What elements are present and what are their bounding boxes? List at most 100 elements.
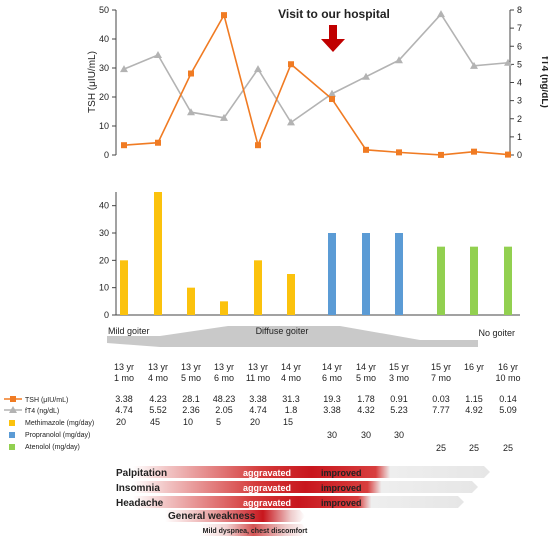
symptom-timeline: Palpitation aggravated improved Insomnia… [116,466,490,536]
insomnia-label: Insomnia [116,483,160,494]
insomnia-aggravated: aggravated [243,483,291,493]
methimazole-bar [287,274,295,315]
column-header-age: 13 yr [214,362,234,372]
symptom-headache: Headache aggravated improved [116,496,464,509]
ft4-point [287,118,295,126]
ft4-point [395,56,403,64]
column-header-month: 7 mo [431,373,451,383]
weakness-bar [165,510,305,522]
atenolol-swatch-icon [9,444,15,450]
ft4-point [470,61,478,69]
bar-y-axis-ticks: 0 10 20 30 40 [99,201,116,320]
palpitation-aggravated: aggravated [243,468,291,478]
methimazole-cell: 20 [116,417,126,427]
legend-methimazole: Methimazole (mg/day) [9,420,94,427]
ft4-cell: 2.36 [182,405,200,415]
left-tick-label: 50 [99,5,109,15]
methimazole-cell: 5 [216,417,221,427]
right-tick-label: 2 [517,114,522,124]
tsh-cell: 3.38 [115,394,133,404]
atenolol-cell: 25 [469,443,479,453]
methimazole-bar [187,287,195,315]
ft4-cell: 7.77 [432,405,450,415]
goiter-label-mild: Mild goiter [108,326,150,336]
column-header-age: 14 yr [322,362,342,372]
atenolol-bar [437,246,445,315]
tsh-marker-icon [10,396,16,402]
column-header-month: 10 mo [495,373,520,383]
goiter-band: Mild goiter Diffuse goiter No goiter [107,326,515,347]
symptom-weakness: General weakness [165,510,305,522]
column-header-age: 13 yr [181,362,201,372]
ft4-cell: 5.09 [499,405,517,415]
propranolol-bar [328,233,336,315]
headache-label: Headache [116,498,164,509]
left-axis-title: TSH (μIU/mL) [87,51,98,113]
atenolol-cell: 25 [436,443,446,453]
bar-tick-label: 30 [99,228,109,238]
palpitation-improved: improved [321,468,362,478]
goiter-shape [107,326,478,347]
propranolol-bar [395,233,403,315]
left-tick-label: 0 [104,150,109,160]
tsh-cell: 0.14 [499,394,517,404]
ft4-cell: 4.32 [357,405,375,415]
tsh-cell: 0.91 [390,394,408,404]
tsh-point [329,96,335,103]
right-tick-label: 1 [517,132,522,142]
column-header-age: 13 yr [114,362,134,372]
tsh-point [221,12,227,19]
tsh-cell: 31.3 [282,394,300,404]
ft4-cell: 5.23 [390,405,408,415]
bar-tick-label: 10 [99,283,109,293]
column-header-month: 4 mo [148,373,168,383]
right-tick-label: 7 [517,23,522,33]
line-series [120,10,512,158]
goiter-label-none: No goiter [478,328,515,338]
tsh-cell: 28.1 [182,394,200,404]
methimazole-bar [254,260,262,315]
line-chart: TSH (μIU/mL) fT4 (ng/dL) 0 10 20 30 40 50 0 1 2… [87,5,548,160]
ft4-point [187,108,195,116]
right-tick-label: 4 [517,78,522,88]
row-label-ft4: fT4 (ng/dL) [25,408,59,415]
right-axis-title: fT4 (ng/dL) [539,56,548,108]
tsh-cell: 0.03 [432,394,450,404]
tsh-cell: 48.23 [213,394,236,404]
methimazole-cell: 45 [150,417,160,427]
symptom-palpitation: Palpitation aggravated improved [116,466,490,479]
ft4-cell: 4.74 [115,405,133,415]
propranolol-swatch-icon [9,432,15,438]
dyspnea-bar [200,524,307,536]
row-label-propranolol: Propranolol (mg/day) [25,432,90,439]
legend-tsh: TSH (μIU/mL) [4,396,68,404]
tsh-cell: 19.3 [323,394,341,404]
column-header-age: 15 yr [389,362,409,372]
symptom-insomnia: Insomnia aggravated improved [116,481,478,494]
tsh-cell: 3.38 [249,394,267,404]
palpitation-label: Palpitation [116,468,167,479]
tsh-point [396,149,402,156]
methimazole-cell: 20 [250,417,260,427]
right-tick-label: 0 [517,150,522,160]
bar-tick-label: 40 [99,201,109,211]
atenolol-bar [470,246,478,315]
ft4-series-line [123,12,509,124]
column-header-age: 14 yr [281,362,301,372]
headache-aggravated: aggravated [243,498,291,508]
ft4-marker-icon [9,406,17,413]
tsh-point [363,146,369,153]
tsh-cell: 1.15 [465,394,483,404]
tsh-series-line [123,13,509,156]
ft4-cell: 2.05 [215,405,233,415]
right-axis-ticks: 0 1 2 3 4 5 6 7 8 [510,5,522,160]
tsh-point [255,142,261,149]
ft4-point [154,50,162,58]
insomnia-bar [133,481,478,493]
ft4-point [254,65,262,73]
goiter-label-diffuse: Diffuse goiter [256,326,309,336]
ft4-point [328,89,336,97]
ft4-cell: 4.74 [249,405,267,415]
